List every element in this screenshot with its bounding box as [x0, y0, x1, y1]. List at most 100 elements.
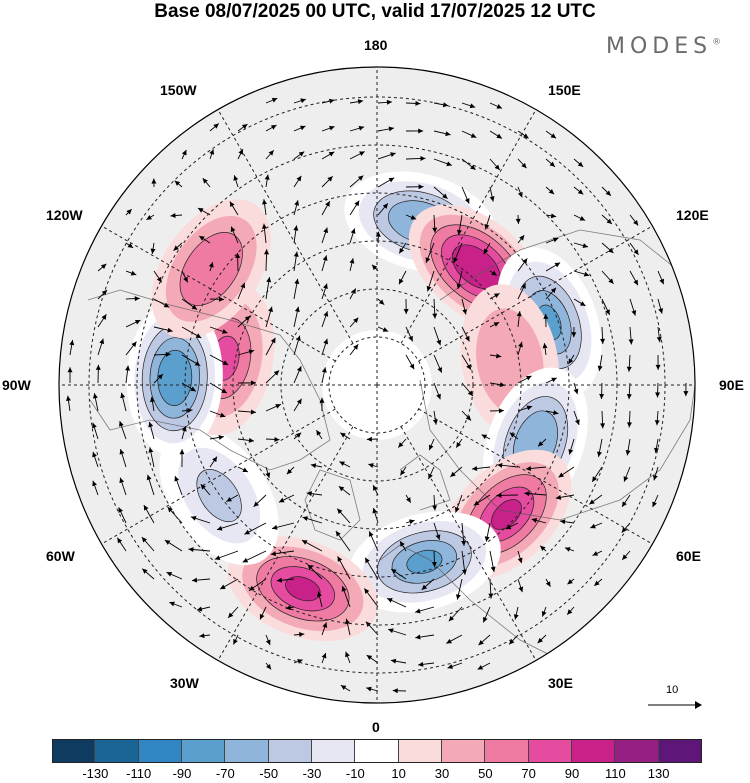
wind-vector-head — [590, 523, 596, 529]
map-boundary — [58, 66, 696, 704]
wind-vector-head — [345, 651, 350, 658]
wind-vector-head — [218, 434, 224, 440]
wind-vector-head — [540, 545, 546, 551]
wind-vector-head — [605, 309, 610, 315]
land-svalbard — [399, 454, 451, 511]
wind-vector-head — [525, 465, 532, 471]
wind-vector-head — [322, 622, 328, 628]
wind-vector-head — [552, 237, 559, 243]
wind-vector-head — [323, 227, 329, 234]
wind-vector-head — [683, 391, 689, 397]
wind-vector-head — [573, 388, 579, 395]
wind-vector-head — [141, 537, 148, 543]
lon-label-60e: 60E — [676, 548, 701, 564]
wind-vector-head — [226, 496, 232, 502]
colorbar-swatch — [571, 739, 616, 763]
colorbar-swatch — [658, 739, 702, 763]
wind-vector-head — [350, 228, 356, 234]
wind-vector-head — [390, 152, 396, 158]
wind-vector-head — [366, 436, 372, 442]
wind-vector-head — [484, 224, 490, 230]
meridian-line — [418, 215, 670, 362]
wind-vector-head — [600, 338, 606, 344]
wind-vector-head — [270, 125, 277, 130]
wind-vector-head — [273, 370, 280, 376]
wind-vector-head — [337, 508, 343, 515]
wind-vector-head — [170, 213, 176, 219]
wind-vector-head — [470, 133, 477, 138]
wind-vector-head — [209, 149, 215, 155]
wind-vector-head — [462, 309, 468, 315]
anomaly-contour — [406, 549, 443, 574]
wind-vector-head — [560, 519, 566, 525]
wind-vector-head — [574, 419, 580, 425]
wind-vector-head — [296, 398, 302, 405]
wind-vector-head — [517, 557, 523, 564]
lon-label-90e: 90E — [719, 377, 744, 393]
polar-map — [58, 66, 696, 704]
wind-vector-head — [117, 537, 123, 544]
wind-vector-head — [208, 262, 214, 268]
wind-vector-head — [551, 377, 557, 383]
wind-vector-head — [465, 415, 472, 421]
wind-vector-head — [473, 500, 480, 506]
wind-vector-head — [222, 329, 228, 334]
wind-vector-head — [409, 519, 415, 525]
wind-vector-head — [626, 366, 632, 372]
lon-label-60w: 60W — [46, 548, 75, 564]
wind-vector-head — [432, 419, 438, 425]
wind-vector-head — [382, 203, 388, 209]
wind-vector-head — [631, 310, 637, 316]
wind-vector-head — [400, 541, 405, 547]
wind-vector-head — [150, 248, 156, 254]
wind-vector-head — [436, 393, 441, 400]
lon-label-180: 180 — [364, 37, 388, 53]
colorbar-tick-label: 110 — [604, 766, 626, 781]
vector-reference: 10 — [646, 684, 706, 714]
wind-vector-head — [490, 566, 496, 572]
wind-vector-head — [415, 634, 421, 640]
wind-vector-head — [456, 442, 462, 448]
wind-vector-head — [382, 327, 389, 332]
wind-vector-head — [323, 338, 329, 345]
colorbar-swatch — [311, 739, 356, 763]
wind-vector-head — [293, 225, 299, 231]
wind-vector-head — [524, 491, 530, 497]
wind-vector-head — [69, 339, 75, 346]
wind-vector-layer — [66, 97, 689, 694]
wind-vector-head — [446, 638, 452, 644]
wind-vector-head — [240, 282, 246, 289]
wind-vector-head — [293, 251, 299, 257]
wind-vector-head — [409, 363, 415, 370]
wind-vector-head — [274, 436, 280, 442]
graticule — [59, 67, 695, 703]
map-title: Base 08/07/2025 00 UTC, valid 17/07/2025… — [154, 1, 596, 22]
wind-vector-head — [445, 131, 451, 137]
wind-vector-head — [431, 562, 437, 568]
colorbar-tick-label: 70 — [521, 766, 536, 781]
wind-vector-head — [220, 584, 226, 590]
wind-vector-head — [341, 586, 347, 592]
wind-vector-head — [372, 507, 378, 514]
wind-vector-head — [496, 104, 503, 109]
wind-vector-head — [167, 507, 173, 513]
brand-logo: MODES® — [606, 34, 721, 59]
lon-label-0: 0 — [372, 719, 380, 735]
wind-vector-head — [554, 262, 561, 268]
wind-vector-head — [143, 505, 149, 511]
wind-vector-head — [148, 421, 154, 428]
wind-vector-head — [298, 151, 305, 157]
wind-vector-head — [241, 124, 248, 130]
wind-vector-head — [244, 529, 251, 535]
wind-vector-head — [537, 637, 543, 644]
wind-vector-head — [418, 184, 424, 190]
wind-vector-head — [357, 175, 364, 181]
negative-anomaly — [348, 511, 501, 613]
wind-vector-head — [166, 571, 173, 577]
positive-anomaly — [151, 199, 271, 339]
wind-vector-head — [286, 468, 293, 475]
wind-vector-head — [453, 257, 458, 263]
lon-label-30w: 30W — [170, 675, 199, 691]
meridian-line — [207, 426, 354, 678]
wind-vector-head — [483, 248, 489, 255]
